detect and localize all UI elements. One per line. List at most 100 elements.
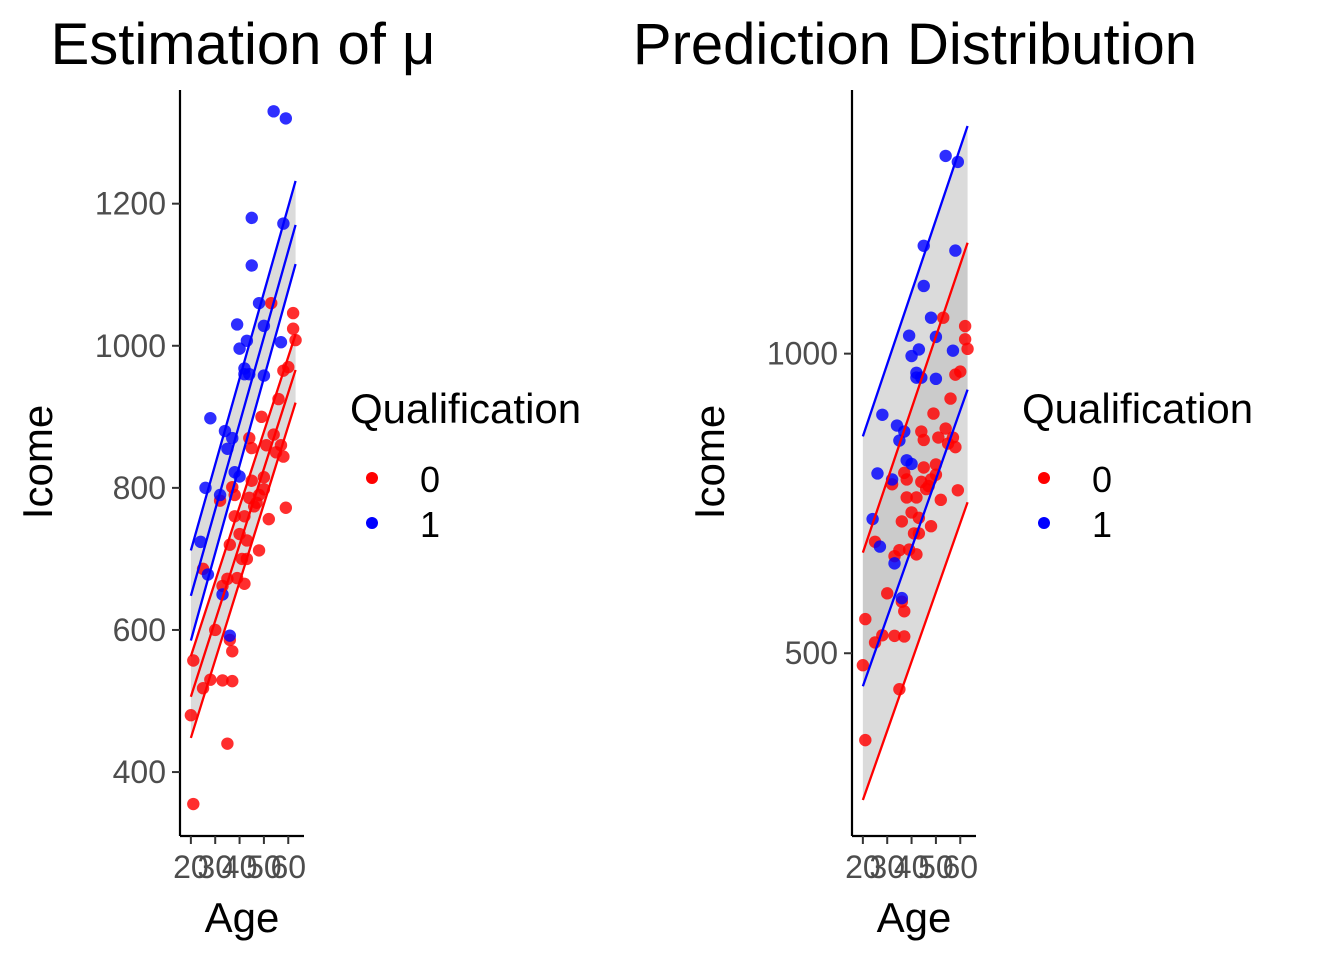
legend-key-1 (366, 517, 378, 529)
data-point-0 (917, 461, 930, 474)
data-point-1 (929, 372, 943, 386)
ci-upper-line-1 (189, 180, 297, 551)
pi-upper-line-1 (861, 125, 969, 437)
interval-band-1 (862, 125, 968, 687)
data-point-0 (895, 515, 909, 528)
pi-lower-line-1 (861, 389, 969, 687)
data-point-1 (230, 318, 244, 331)
legend-label-1: 1 (1092, 504, 1112, 545)
x-tick-label: 40 (894, 849, 930, 885)
legend-label-0: 0 (420, 459, 440, 500)
x-tick-label: 30 (197, 849, 233, 885)
legend-title: Qualification (350, 385, 581, 432)
data-point-0 (958, 333, 972, 346)
x-axis-title: Age (205, 894, 280, 941)
legend-label-0: 0 (1092, 459, 1112, 500)
data-point-1 (912, 343, 926, 356)
x-tick-label: 40 (222, 849, 258, 885)
data-point-1 (204, 412, 217, 425)
data-point-1 (245, 211, 258, 225)
mean-line-1 (189, 224, 297, 597)
data-point-1 (888, 557, 901, 570)
data-point-0 (859, 612, 872, 626)
data-point-0 (888, 629, 901, 643)
legend-key-0 (366, 472, 378, 484)
pi-upper-line-0 (861, 242, 969, 553)
data-point-0 (934, 493, 947, 507)
plot-area (184, 105, 302, 811)
legend: Qualification 0 1 (350, 385, 581, 545)
y-axis-title: Icome (14, 405, 61, 519)
data-point-0 (240, 534, 254, 547)
mean-line-0 (189, 369, 297, 698)
data-point-0 (255, 410, 268, 424)
legend-key-0 (1038, 472, 1050, 484)
x-tick-label: 30 (869, 849, 905, 885)
x-tick-label: 50 (246, 849, 282, 885)
data-point-0 (262, 512, 275, 526)
data-point-0 (226, 645, 239, 658)
data-point-0 (939, 422, 952, 435)
y-tick-label: 400 (113, 754, 166, 790)
data-point-1 (949, 244, 962, 257)
data-point-1 (274, 336, 288, 349)
data-point-1 (939, 149, 952, 163)
data-point-0 (252, 544, 266, 557)
x-tick-label: 20 (173, 849, 209, 885)
data-point-0 (900, 473, 913, 486)
data-point-1 (871, 467, 884, 480)
data-point-1 (917, 279, 930, 293)
legend-label-1: 1 (420, 504, 440, 545)
data-point-1 (946, 344, 960, 357)
data-point-0 (944, 392, 957, 405)
data-point-1 (895, 591, 909, 605)
x-tick-label: 60 (270, 849, 306, 885)
legend-title: Qualification (1022, 385, 1253, 432)
data-point-0 (900, 491, 913, 504)
data-point-0 (958, 319, 972, 333)
ci-lower-line-0 (189, 402, 297, 739)
panel-prediction: Prediction Distribution 500 1000 203040506… (633, 12, 1253, 941)
data-point-1 (876, 408, 889, 421)
data-point-0 (286, 322, 300, 335)
data-point-1 (905, 457, 918, 471)
data-point-1 (267, 105, 280, 118)
y-tick-label: 1000 (767, 336, 838, 372)
y-tick-label: 800 (113, 470, 166, 506)
data-point-0 (924, 520, 938, 533)
data-point-0 (881, 587, 894, 600)
data-point-0 (898, 605, 911, 618)
data-point-0 (184, 709, 198, 722)
data-point-0 (910, 548, 923, 561)
y-tick-label: 600 (113, 612, 166, 648)
data-point-1 (194, 535, 207, 549)
data-point-0 (917, 433, 930, 447)
legend-key-1 (1038, 517, 1050, 529)
data-point-0 (932, 431, 945, 444)
pi-lower-line-0 (861, 501, 969, 801)
data-point-1 (245, 259, 258, 272)
data-point-0 (949, 440, 962, 454)
data-point-0 (216, 674, 229, 687)
chart-title: Estimation of μ (51, 12, 436, 77)
ci-upper-line-0 (189, 334, 297, 657)
data-point-1 (924, 311, 938, 324)
data-point-0 (893, 543, 906, 557)
data-point-0 (927, 407, 940, 420)
x-tick-label: 60 (942, 849, 978, 885)
data-point-1 (223, 629, 237, 642)
legend: Qualification 0 1 (1022, 385, 1253, 545)
data-point-0 (961, 342, 974, 356)
y-axis-title: Icome (686, 405, 733, 519)
data-point-1 (233, 342, 246, 355)
data-point-0 (951, 484, 965, 497)
data-point-0 (910, 491, 923, 504)
y-tick-label: 1200 (95, 186, 166, 222)
y-tick-label: 1000 (95, 328, 166, 364)
data-point-0 (221, 737, 234, 750)
data-point-0 (238, 577, 251, 590)
ci-lower-line-1 (189, 263, 297, 641)
